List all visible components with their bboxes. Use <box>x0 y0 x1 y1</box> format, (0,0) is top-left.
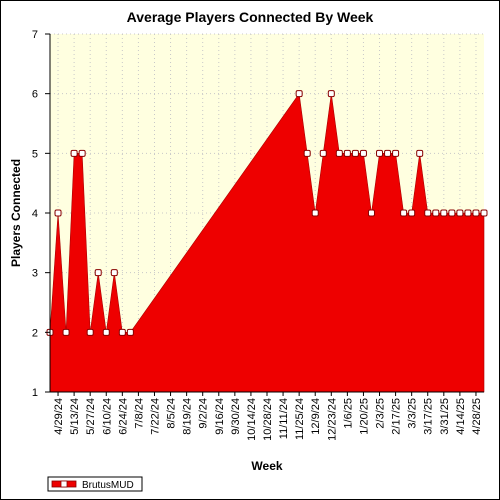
data-point <box>78 149 86 157</box>
data-point <box>456 209 464 217</box>
x-tick-label: 3/31/25 <box>439 398 451 435</box>
data-point <box>480 209 488 217</box>
x-tick-label: 8/5/24 <box>166 398 178 429</box>
data-point <box>367 209 375 217</box>
y-tick-label: 6 <box>32 89 38 101</box>
data-point <box>311 209 319 217</box>
data-point <box>424 209 432 217</box>
data-point <box>86 328 94 336</box>
data-point <box>343 149 351 157</box>
data-point <box>94 269 102 277</box>
data-point <box>359 149 367 157</box>
x-tick-label: 7/22/24 <box>149 398 161 435</box>
x-tick-label: 12/23/24 <box>326 398 338 441</box>
legend-marker-icon <box>60 480 68 488</box>
x-tick-label: 10/28/24 <box>262 398 274 441</box>
x-tick-label: 2/3/25 <box>375 398 387 429</box>
x-tick-label: 9/2/24 <box>198 398 210 429</box>
marker-layer <box>46 90 488 336</box>
y-axis-label: Players Connected <box>9 159 23 267</box>
x-tick-label: 3/3/25 <box>407 398 419 429</box>
data-point <box>102 328 110 336</box>
data-point <box>448 209 456 217</box>
x-tick-label: 12/9/24 <box>310 398 322 435</box>
data-point <box>335 149 343 157</box>
x-tick-label: 11/25/24 <box>294 398 306 440</box>
x-tick-label: 11/11/24 <box>278 398 290 439</box>
x-ticks: 4/29/24 5/13/24 5/27/24 6/10/24 6/24/24 7/8/2… <box>53 392 483 441</box>
x-tick-label: 1/20/25 <box>358 398 370 435</box>
data-point <box>295 90 303 98</box>
data-point <box>327 90 335 98</box>
y-tick-label: 2 <box>32 327 38 339</box>
x-tick-label: 3/17/25 <box>423 398 435 435</box>
x-tick-label: 2/17/25 <box>391 398 403 435</box>
data-point <box>376 149 384 157</box>
data-point <box>432 209 440 217</box>
data-point <box>400 209 408 217</box>
x-tick-label: 9/16/24 <box>214 398 226 435</box>
data-point <box>392 149 400 157</box>
x-tick-label: 7/8/24 <box>133 398 145 429</box>
y-tick-label: 1 <box>32 387 38 399</box>
data-point <box>472 209 480 217</box>
legend-entry-label: BrutusMUD <box>82 480 134 491</box>
x-tick-label: 5/27/24 <box>85 398 97 435</box>
x-tick-label: 4/29/24 <box>53 398 65 435</box>
data-point <box>110 269 118 277</box>
y-tick-label: 4 <box>32 208 38 220</box>
x-tick-label: 4/14/25 <box>455 398 467 435</box>
x-tick-label: 5/13/24 <box>69 398 81 435</box>
chart-title: Average Players Connected By Week <box>127 9 374 25</box>
data-point <box>62 328 70 336</box>
data-point <box>408 209 416 217</box>
legend: BrutusMUD <box>47 476 143 492</box>
data-point <box>384 149 392 157</box>
x-tick-label: 10/14/24 <box>246 398 258 441</box>
data-point <box>303 149 311 157</box>
data-point <box>319 149 327 157</box>
data-point <box>70 149 78 157</box>
data-point <box>126 328 134 336</box>
x-tick-label: 6/24/24 <box>117 398 129 435</box>
y-tick-label: 5 <box>32 148 38 160</box>
y-tick-label: 3 <box>32 268 38 280</box>
data-point <box>440 209 448 217</box>
data-point <box>464 209 472 217</box>
data-point <box>54 209 62 217</box>
x-axis-label: Week <box>251 459 282 473</box>
x-tick-label: 4/28/25 <box>471 398 483 435</box>
data-point <box>416 149 424 157</box>
x-tick-label: 1/6/25 <box>342 398 354 429</box>
data-point <box>351 149 359 157</box>
data-point <box>118 328 126 336</box>
x-tick-label: 6/10/24 <box>101 398 113 435</box>
x-tick-label: 8/19/24 <box>182 398 194 435</box>
x-tick-label: 9/30/24 <box>230 398 242 435</box>
legend-box <box>47 476 143 492</box>
y-ticks: 1 2 3 4 5 6 7 <box>32 29 50 399</box>
y-tick-label: 7 <box>32 29 38 41</box>
